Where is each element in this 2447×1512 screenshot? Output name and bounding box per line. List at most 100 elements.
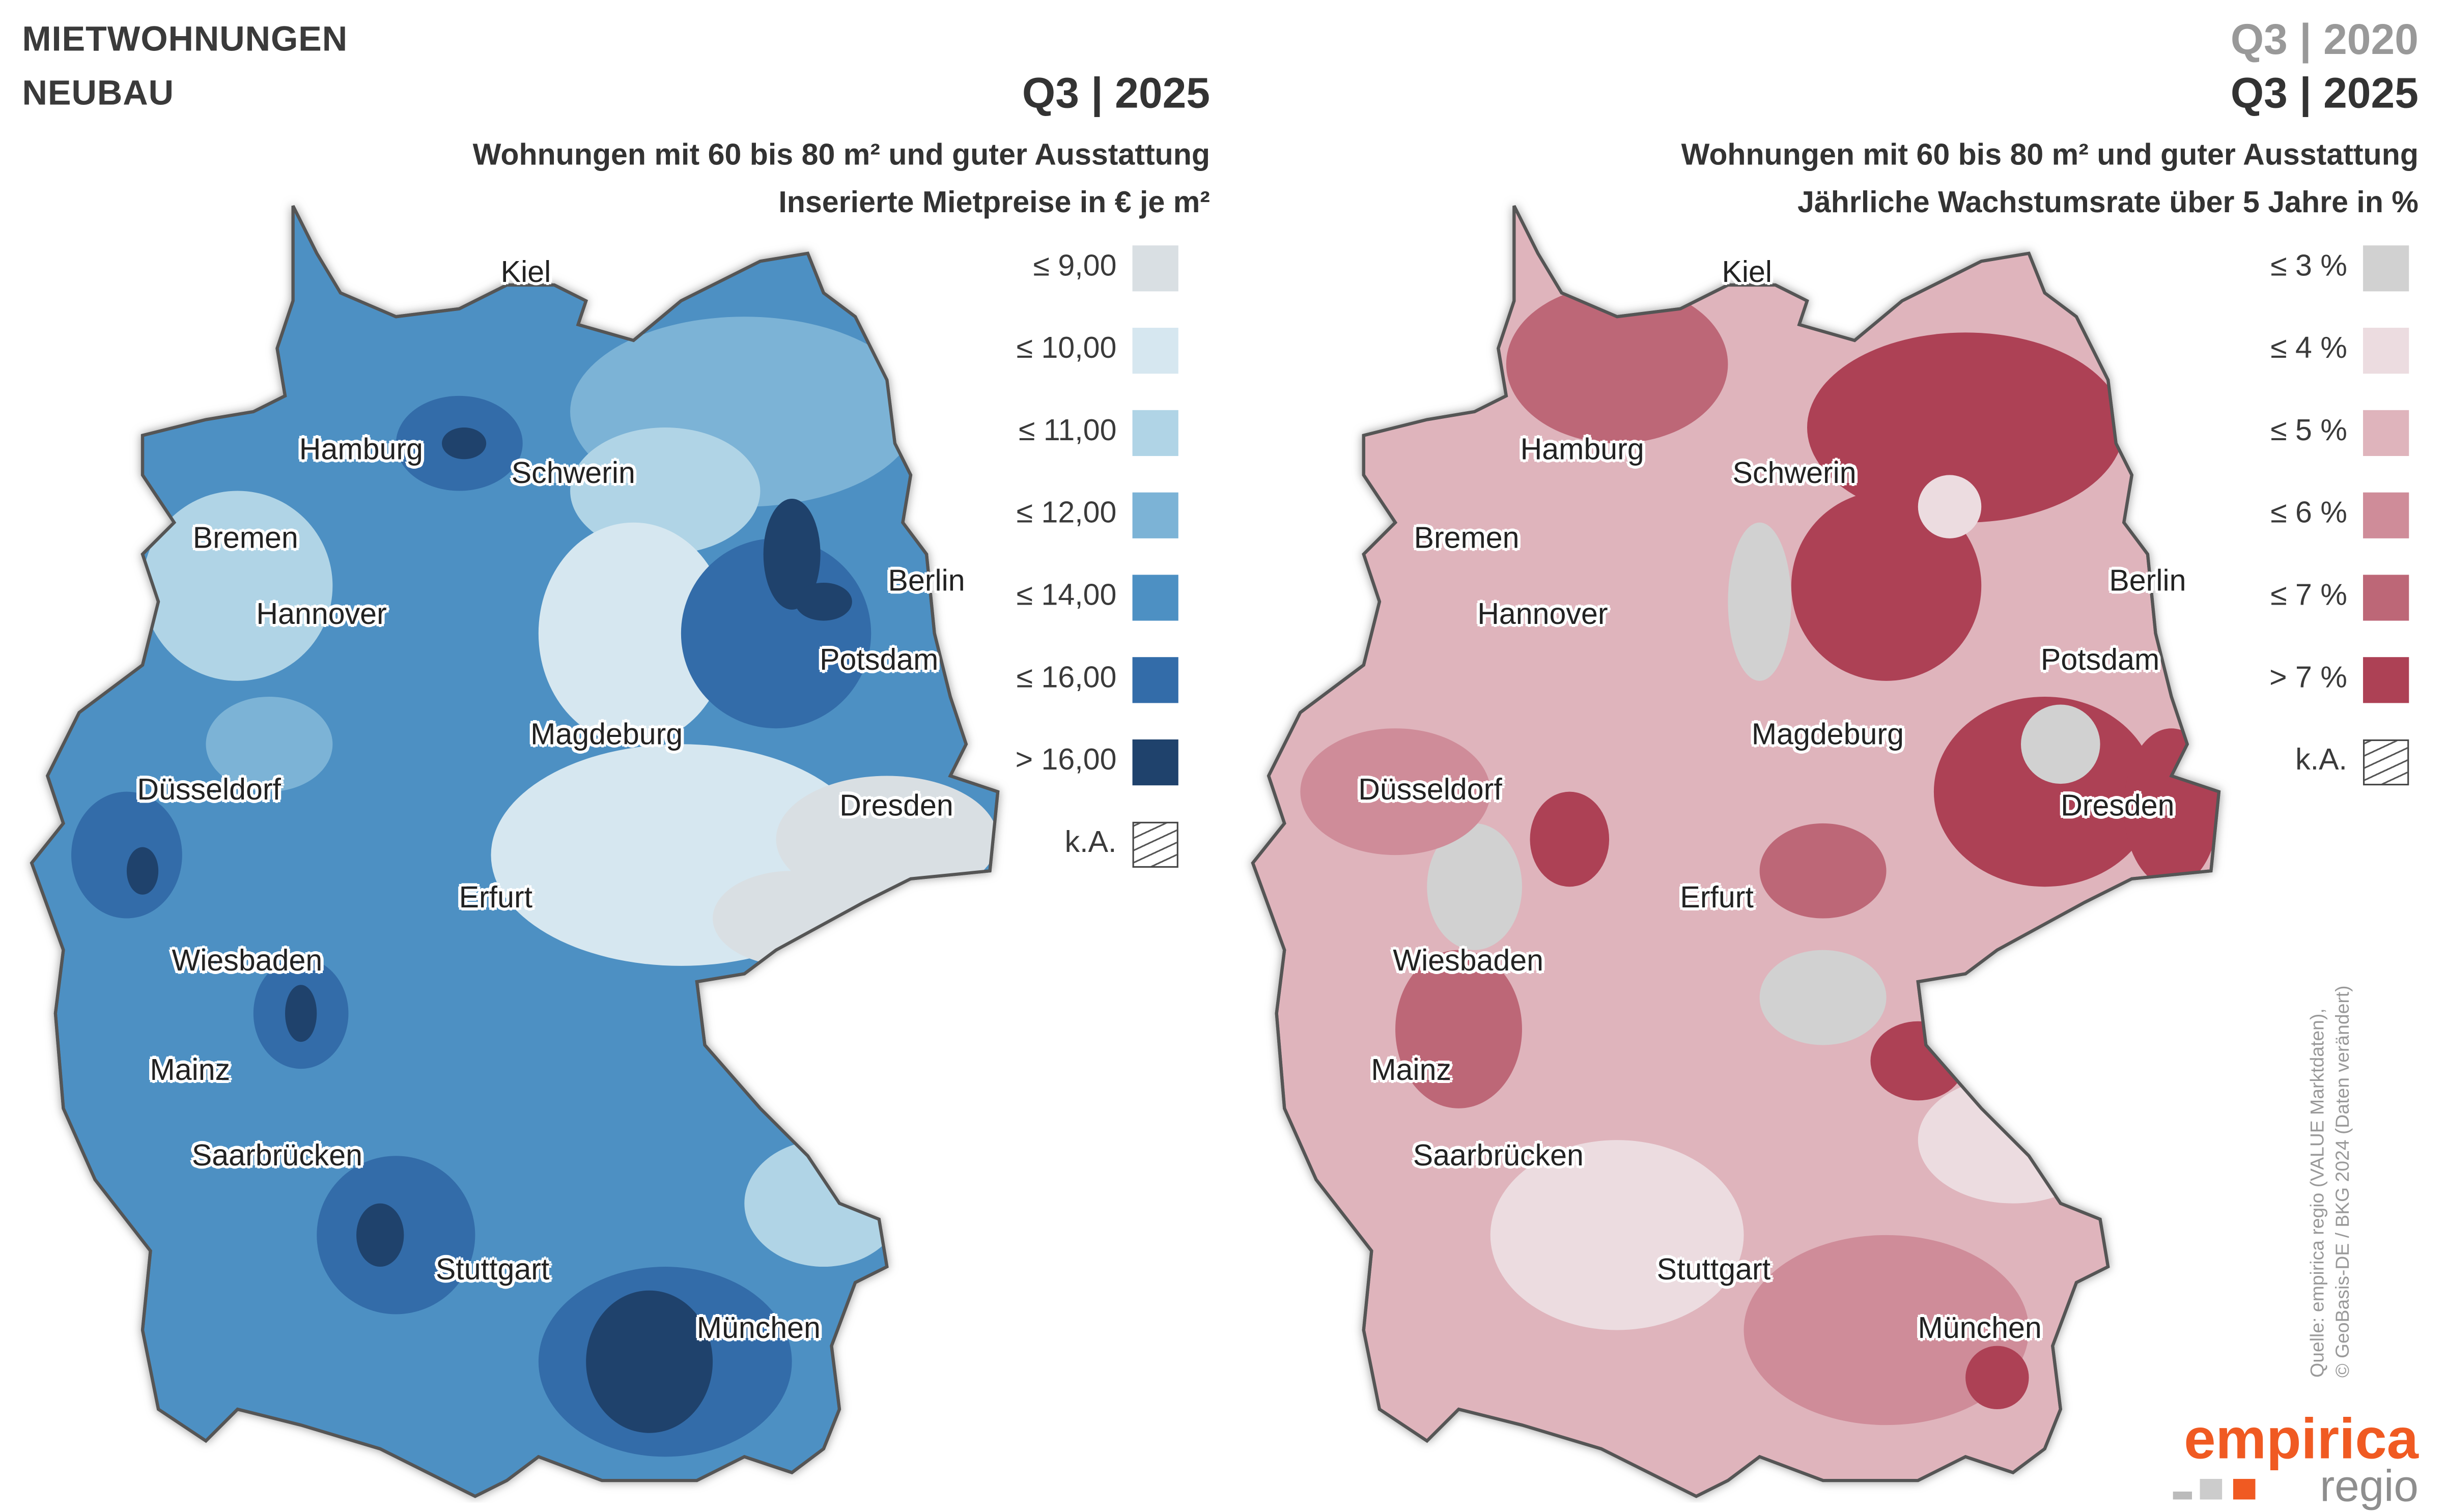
city-label-stuttgart: Stuttgart	[435, 1254, 550, 1288]
left-legend-item: ≤ 12,00	[974, 491, 1178, 538]
left-legend-item: > 16,00	[974, 738, 1178, 785]
left-subtitle1: Wohnungen mit 60 bis 80 m² und guter Aus…	[472, 139, 1211, 173]
right-quarter-from: Q3 | 2020	[2230, 16, 2418, 64]
city-label-erfurt: Erfurt	[459, 881, 533, 916]
legend-label: k.A.	[1064, 826, 1117, 860]
left-legend-item: ≤ 16,00	[974, 655, 1178, 703]
legend-label: ≤ 10,00	[1016, 332, 1117, 366]
city-label-kiel: Kiel	[500, 256, 551, 290]
legend-label: ≤ 6 %	[2270, 497, 2347, 531]
city-label-muenchen: München	[696, 1313, 821, 1346]
logo-square-2	[2200, 1478, 2223, 1500]
city-label-bremen: Bremen	[192, 522, 298, 556]
legend-label: ≤ 3 %	[2270, 250, 2347, 283]
legend-swatch-no-data	[1132, 821, 1178, 867]
city-label-wiesbaden: Wiesbaden	[172, 945, 323, 979]
city-label-hannover: Hannover	[256, 598, 387, 632]
right-legend-item: ≤ 5 %	[2205, 409, 2409, 456]
city-label-mainz: Mainz	[150, 1054, 231, 1088]
city-label-duesseldorf: Düsseldorf	[1358, 774, 1502, 808]
city-label-schwerin: Schwerin	[1732, 458, 1857, 491]
right-legend-item: ≤ 4 %	[2205, 326, 2409, 374]
logo-sub: regio	[2320, 1461, 2418, 1511]
left-regions	[71, 317, 998, 1457]
city-label-magdeburg: Magdeburg	[530, 719, 683, 752]
city-label-saarbruecken: Saarbrücken	[191, 1140, 363, 1174]
left-legend-item: k.A.	[974, 820, 1178, 868]
legend-label: > 7 %	[2269, 662, 2347, 695]
source-line2: © GeoBasis-DE / BKG 2024 (Daten veränder…	[2331, 985, 2354, 1378]
city-label-potsdam: Potsdam	[820, 644, 939, 678]
title-line1: MIETWOHNUNGEN	[22, 19, 348, 59]
legend-swatch	[2363, 327, 2409, 373]
source-note: Quelle: empirica regio (VALUE Marktdaten…	[2304, 985, 2355, 1377]
city-label-berlin: Berlin	[2109, 565, 2186, 599]
right-legend-item: ≤ 3 %	[2205, 244, 2409, 291]
legend-label: ≤ 4 %	[2270, 332, 2347, 366]
city-label-bremen: Bremen	[1414, 522, 1520, 556]
legend-swatch	[1132, 244, 1178, 291]
city-label-hamburg: Hamburg	[299, 434, 423, 467]
legend-swatch	[1132, 738, 1178, 785]
legend-swatch	[1132, 574, 1178, 620]
city-label-hamburg: Hamburg	[1520, 434, 1644, 467]
source-line1: Quelle: empirica regio (VALUE Marktdaten…	[2306, 1008, 2328, 1378]
city-label-dresden: Dresden	[839, 790, 953, 823]
logo-square-3	[2233, 1478, 2256, 1500]
legend-swatch	[2363, 656, 2409, 702]
legend-label: ≤ 11,00	[1019, 415, 1117, 448]
right-subtitle1: Wohnungen mit 60 bis 80 m² und guter Aus…	[1681, 139, 2418, 173]
legend-swatch	[2363, 244, 2409, 291]
right-legend-item: k.A.	[2205, 738, 2409, 785]
left-quarter: Q3 | 2025	[1022, 69, 1211, 118]
city-label-muenchen: München	[1918, 1313, 2042, 1346]
legend-label: ≤ 14,00	[1016, 579, 1117, 613]
legend-label: ≤ 16,00	[1016, 662, 1117, 695]
city-label-kiel: Kiel	[1722, 256, 1773, 290]
left-choropleth-map	[32, 206, 998, 1496]
legend-swatch	[2363, 574, 2409, 620]
right-legend-item: ≤ 6 %	[2205, 491, 2409, 538]
legend-label: ≤ 12,00	[1016, 497, 1117, 531]
legend-label: > 16,00	[1015, 744, 1117, 778]
right-choropleth-map	[1253, 206, 2219, 1496]
city-label-saarbruecken: Saarbrücken	[1413, 1140, 1584, 1174]
city-label-berlin: Berlin	[888, 565, 965, 599]
legend-swatch	[2363, 409, 2409, 455]
city-label-magdeburg: Magdeburg	[1751, 719, 1904, 752]
logo-brand: empirica	[2184, 1406, 2418, 1471]
right-regions	[1300, 285, 2219, 1425]
legend-swatch	[1132, 327, 1178, 373]
left-legend-item: ≤ 14,00	[974, 573, 1178, 620]
legend-swatch	[1132, 409, 1178, 455]
legend-label: ≤ 7 %	[2270, 579, 2347, 613]
logo-square-1	[2173, 1491, 2192, 1500]
legend-label: ≤ 9,00	[1033, 250, 1117, 283]
legend-label: k.A.	[2295, 744, 2347, 778]
title-line2: NEUBAU	[22, 73, 174, 112]
left-legend-item: ≤ 9,00	[974, 244, 1178, 291]
legend-swatch	[2363, 492, 2409, 538]
city-label-duesseldorf: Düsseldorf	[137, 774, 281, 808]
city-label-schwerin: Schwerin	[511, 458, 635, 491]
left-legend-item: ≤ 11,00	[974, 409, 1178, 456]
city-label-hannover: Hannover	[1477, 598, 1608, 632]
legend-label: ≤ 5 %	[2270, 415, 2347, 448]
left-subtitle2: Inserierte Mietpreise in € je m²	[778, 187, 1211, 220]
city-label-dresden: Dresden	[2061, 790, 2175, 823]
left-legend-item: ≤ 10,00	[974, 326, 1178, 374]
city-label-mainz: Mainz	[1371, 1054, 1452, 1088]
right-legend-item: > 7 %	[2205, 655, 2409, 703]
city-label-erfurt: Erfurt	[1680, 881, 1754, 916]
legend-swatch	[1132, 656, 1178, 702]
right-subtitle2: Jährliche Wachstumsrate über 5 Jahre in …	[1797, 187, 2418, 220]
right-legend-item: ≤ 7 %	[2205, 573, 2409, 620]
legend-swatch-no-data	[2363, 738, 2409, 785]
right-quarter-to: Q3 | 2025	[2230, 69, 2418, 118]
city-label-potsdam: Potsdam	[2040, 644, 2160, 678]
legend-swatch	[1132, 492, 1178, 538]
city-label-stuttgart: Stuttgart	[1656, 1254, 1771, 1288]
city-label-wiesbaden: Wiesbaden	[1393, 945, 1544, 979]
